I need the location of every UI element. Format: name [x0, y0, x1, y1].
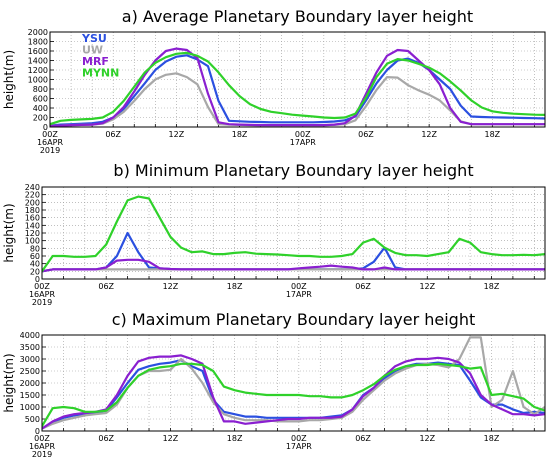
panel-b-ytick-label: 140	[25, 221, 40, 230]
panel-a-title: a) Average Planetary Boundary layer heig…	[122, 7, 473, 26]
panel-b-xtick-label: 12Z	[419, 282, 435, 291]
panel-b-ytick-label: 120	[25, 229, 40, 238]
panel-a-xtick-year: 2019	[40, 146, 60, 155]
panel-b-series-mynn	[42, 195, 545, 273]
panel-a-xtick-label: 12Z	[421, 130, 437, 139]
panel-b-xtick-label: 12Z	[163, 282, 179, 291]
panel-a-xtick-label: 18Z	[485, 130, 501, 139]
panel-c-ytick-label: 1000	[20, 403, 40, 412]
panel-b-series-ysu	[42, 231, 545, 273]
panel-c-ytick-label: 3500	[20, 343, 40, 352]
panel-a-xtick-label: 00Z	[42, 130, 58, 139]
panel-a-xtick-date: 17APR	[290, 138, 316, 147]
panel-a-xtick-label: 12Z	[169, 130, 185, 139]
panel-b-ylabel: height(m)	[2, 203, 16, 262]
panel-a-ylabel: height(m)	[2, 50, 16, 109]
panel-a-ytick-label: 1400	[28, 57, 48, 66]
panel-a-ytick-label: 400	[33, 104, 48, 113]
panel-c-frame	[41, 334, 546, 432]
panel-a-ytick-label: 2000	[28, 28, 48, 37]
panel-a-series-mrf	[50, 47, 545, 127]
panel-c-title: c) Maximum Planetary Boundary layer heig…	[112, 310, 476, 329]
panel-b-ytick-label: 220	[25, 191, 40, 200]
panel-a-legend-ysu: YSU	[81, 32, 107, 45]
panel-b-ytick-label: 200	[25, 198, 40, 207]
panel-c-xtick-label: 12Z	[419, 434, 435, 443]
panel-c-xtick-label: 18Z	[227, 434, 243, 443]
panel-c-ytick-label: 1500	[20, 391, 40, 400]
panel-a-xtick-label: 06Z	[105, 130, 121, 139]
panel-b-series-mrf	[42, 258, 545, 273]
panel-a-legend-uw: UW	[82, 44, 103, 57]
panel-b-xtick-label: 00Z	[34, 282, 50, 291]
panel-c-ytick-label: 2000	[20, 379, 40, 388]
panel-a-ytick-label: 1000	[28, 76, 48, 85]
panel-c-ytick-label: 4000	[20, 331, 40, 340]
panel-b-xtick-label: 06Z	[98, 282, 114, 291]
panel-c-xtick-label: 12Z	[163, 434, 179, 443]
panel-c-xtick-date: 16APR	[29, 442, 55, 451]
panel-a-ytick-label: 200	[33, 114, 48, 123]
panel-b-xtick-date: 16APR	[29, 290, 55, 299]
panel-b-title: b) Minimum Planetary Boundary layer heig…	[113, 161, 473, 180]
panel-c-xtick-year: 2019	[32, 450, 52, 459]
panel-b-ytick-label: 60	[30, 252, 40, 261]
panel-a-xtick-date: 16APR	[37, 138, 63, 147]
panel-a-xtick-label: 06Z	[358, 130, 374, 139]
panel-a-xtick-label: 00Z	[295, 130, 311, 139]
panel-b-xtick-date: 17APR	[286, 290, 312, 299]
panel-c-xtick-label: 18Z	[484, 434, 500, 443]
panel-b-ytick-label: 20	[30, 267, 40, 276]
panel-c-ytick-label: 500	[25, 415, 40, 424]
panel-a-ytick-label: 600	[33, 95, 48, 104]
panel-a-frame	[49, 31, 546, 128]
panel-b-ytick-label: 0	[35, 275, 40, 284]
panel-b-ytick-label: 160	[25, 214, 40, 223]
panel-a-xtick-label: 18Z	[232, 130, 248, 139]
panel-b-ytick-label: 80	[30, 244, 40, 253]
panel-a-ytick-label: 800	[33, 85, 48, 94]
panel-c-ytick-label: 0	[35, 427, 40, 436]
panel-b-ytick-label: 40	[30, 260, 40, 269]
panel-b-xtick-label: 18Z	[227, 282, 243, 291]
panel-b-xtick-year: 2019	[32, 298, 52, 307]
panel-a-series-mynn	[50, 51, 545, 126]
panel-a-ytick-label: 1200	[28, 66, 48, 75]
panel-b-ytick-label: 100	[25, 237, 40, 246]
panel-b-frame	[41, 186, 546, 280]
panel-b-xtick-label: 06Z	[355, 282, 371, 291]
panel-a-legend-mynn: MYNN	[82, 67, 119, 80]
panel-a-series-ysu	[50, 54, 545, 127]
panel-c-series-mynn	[42, 362, 545, 428]
panel-c-ytick-label: 2500	[20, 367, 40, 376]
panel-b-ytick-label: 240	[25, 183, 40, 192]
panel-c-ytick-label: 3000	[20, 355, 40, 364]
panel-a-ytick-label: 1800	[28, 38, 48, 47]
panel-a-legend-mrf: MRF	[82, 55, 109, 68]
panel-b-xtick-label: 18Z	[484, 282, 500, 291]
panel-c-ylabel: height(m)	[2, 353, 16, 412]
panel-a-ytick-label: 0	[43, 123, 48, 132]
panel-c-xtick-label: 06Z	[98, 434, 114, 443]
panel-c-xtick-date: 17APR	[286, 442, 312, 451]
panel-c-xtick-label: 06Z	[355, 434, 371, 443]
panel-a-ytick-label: 1600	[28, 47, 48, 56]
panel-c-xtick-label: 00Z	[291, 434, 307, 443]
panel-b-ytick-label: 180	[25, 206, 40, 215]
panel-c-series-mrf	[42, 354, 545, 430]
panel-b-xtick-label: 00Z	[291, 282, 307, 291]
panel-c-xtick-label: 00Z	[34, 434, 50, 443]
